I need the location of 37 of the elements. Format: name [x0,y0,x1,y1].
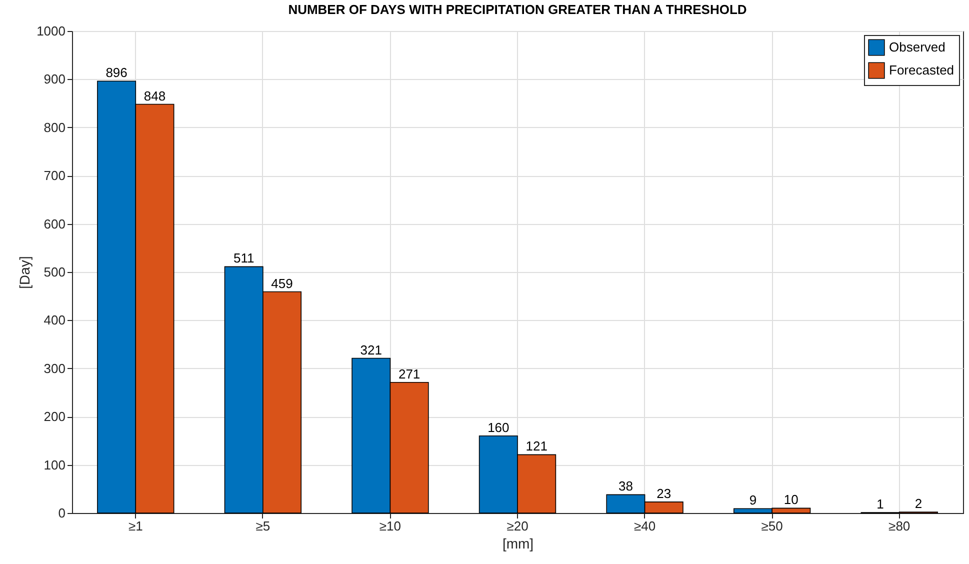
y-tick-label: 1000 [36,24,66,38]
data-label: 2 [914,496,922,512]
legend-label: Forecasted [889,62,954,78]
data-label: 511 [233,250,254,266]
data-label: 848 [144,88,166,104]
y-tick-label: 0 [58,506,66,520]
data-label: 459 [271,276,293,291]
data-label: 23 [656,486,672,501]
x-tick-label: ≥10 [379,518,402,534]
y-tick-label: 200 [44,409,66,424]
y-tick-label: 900 [44,72,66,87]
data-label: 160 [488,420,510,435]
y-tick-label: 100 [44,457,66,472]
data-label: 271 [398,366,420,382]
y-tick-label: 800 [44,120,66,135]
y-tick-label: 500 [44,264,66,280]
chart-title: NUMBER OF DAYS WITH PRECIPITATION GREATER THAN A THRESHOLD [288,2,747,17]
data-label: 121 [526,438,548,454]
x-tick-label: ≥40 [634,518,656,534]
data-label: 896 [106,65,128,80]
legend-label: Observed [889,40,946,54]
data-label: 9 [749,492,757,508]
data-label: 321 [360,342,382,358]
y-tick-label: 300 [44,360,66,376]
x-tick-label: ≥50 [761,518,783,534]
x-tick-label: ≥1 [128,518,143,534]
y-tick-label: 600 [44,216,66,232]
data-label: 1 [876,496,884,512]
x-tick-label: ≥5 [256,518,270,534]
x-tick-label: ≥20 [506,518,528,534]
x-tick-label: ≥80 [888,518,910,534]
data-label: 38 [618,478,633,494]
y-tick-label: 400 [44,312,66,328]
y-tick-label: 700 [44,168,66,184]
y-axis-title: [Day] [16,256,33,289]
data-label: 10 [784,492,798,508]
x-axis-title: [mm] [502,536,534,552]
